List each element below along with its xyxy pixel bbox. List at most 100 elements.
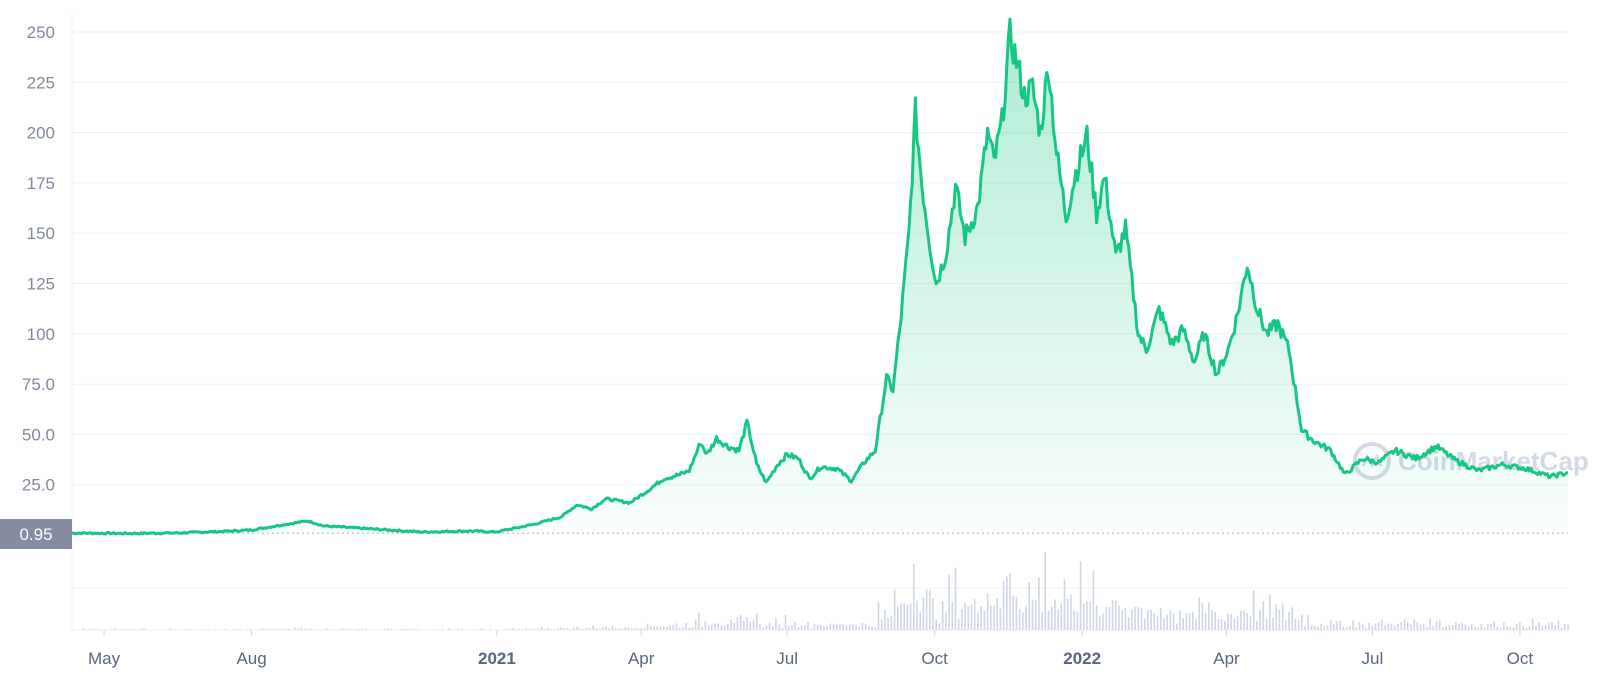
volume-bar: [711, 624, 713, 630]
volume-bar: [415, 629, 418, 630]
volume-bar: [688, 628, 691, 630]
volume-bar: [1528, 626, 1531, 630]
volume-bar: [836, 624, 838, 630]
volume-bar: [1111, 599, 1114, 630]
volume-bar: [419, 629, 421, 630]
current-price-badge: 0.95: [0, 519, 72, 549]
volume-bar: [399, 628, 402, 630]
volume-bar: [310, 628, 312, 630]
volume-bar: [797, 627, 800, 630]
volume-bar: [547, 627, 549, 630]
volume-bar: [1230, 613, 1233, 630]
volume-bar: [736, 616, 739, 630]
volume-bar: [1115, 600, 1117, 630]
volume-bar: [563, 628, 566, 630]
volume-bar: [685, 622, 687, 630]
volume-bar: [1227, 613, 1229, 630]
volume-bar: [768, 623, 771, 630]
volume-bar: [1089, 601, 1091, 630]
y-tick-label: 225: [27, 73, 55, 92]
volume-bar: [653, 626, 655, 630]
volume-bar: [322, 629, 325, 630]
volume-bar: [1057, 609, 1059, 630]
volume-bar: [1192, 611, 1194, 630]
volume-bar: [977, 612, 979, 630]
volume-bar: [435, 629, 437, 630]
volume-bar: [133, 629, 136, 630]
volume-bar: [515, 629, 517, 630]
volume-bar: [1265, 618, 1268, 630]
volume-bar: [1493, 621, 1495, 630]
volume-bar: [1487, 624, 1489, 630]
volume-bar: [1313, 626, 1316, 630]
volume-bar: [1342, 626, 1345, 630]
volume-bar: [576, 626, 578, 630]
volume-bar: [534, 629, 537, 630]
volume-bar: [1371, 626, 1374, 630]
volume-bar: [900, 603, 902, 630]
volume-bar: [518, 629, 521, 630]
volume-bar: [694, 619, 697, 630]
volume-bar: [880, 619, 883, 630]
volume-bar: [258, 628, 261, 630]
volume-bar: [544, 629, 546, 630]
volume-bar: [1131, 609, 1133, 630]
volume-bar: [1477, 627, 1479, 630]
volume-bar: [624, 627, 626, 630]
volume-bar: [630, 628, 633, 630]
volume-bar: [970, 604, 973, 630]
volume-bar: [1365, 627, 1367, 630]
volume-bar: [1121, 609, 1123, 630]
volume-bar: [573, 627, 575, 630]
volume-bar: [281, 629, 283, 630]
volume-bar: [771, 626, 774, 630]
volume-bar: [595, 628, 598, 630]
volume-bar: [1538, 622, 1540, 630]
volume-bar: [1269, 594, 1271, 630]
volume-bar: [300, 627, 303, 630]
volume-bar: [1422, 623, 1425, 630]
volume-bar: [823, 626, 825, 630]
volume-bar: [505, 629, 508, 630]
volume-bar: [508, 628, 511, 630]
volume-bar: [666, 626, 668, 630]
volume-bar: [528, 629, 530, 630]
volume-bar: [1455, 621, 1457, 630]
volume-bar: [1176, 623, 1178, 630]
price-area-fill: [72, 19, 1568, 536]
volume-bar: [1044, 551, 1047, 630]
volume-bar: [1506, 626, 1508, 630]
volume-bar: [1259, 610, 1261, 630]
volume-bar: [1102, 613, 1104, 630]
volume-bar: [1535, 625, 1537, 630]
volume-bar: [1153, 613, 1156, 630]
volume-bar: [120, 629, 123, 630]
volume-bar: [832, 623, 835, 630]
volume-bar: [614, 628, 617, 630]
volume-bar: [829, 623, 832, 630]
volume-bar: [1006, 576, 1008, 630]
volume-bar: [1249, 616, 1252, 630]
volume-bar: [1147, 610, 1149, 630]
volume-bar: [646, 623, 649, 630]
volume-bar: [755, 613, 758, 630]
volume-bar: [1272, 617, 1274, 630]
y-tick-label: 100: [27, 325, 55, 344]
volume-bar: [861, 623, 864, 630]
volume-bar: [1012, 595, 1014, 630]
x-tick-label: Jul: [776, 649, 798, 668]
volume-bar: [579, 628, 582, 630]
volume-bar: [1548, 622, 1550, 630]
volume-bar: [1435, 621, 1438, 630]
volume-bar: [954, 567, 957, 630]
volume-bar: [1015, 596, 1018, 630]
volume-bar: [207, 629, 210, 630]
volume-bar: [1297, 620, 1300, 630]
volume-bar: [1362, 624, 1364, 630]
y-tick-label: 125: [27, 275, 55, 294]
volume-bar: [1374, 623, 1377, 630]
volume-bar: [1092, 571, 1095, 630]
volume-bar: [1410, 624, 1412, 630]
volume-bar: [1095, 605, 1098, 630]
volume-bar: [858, 626, 861, 630]
